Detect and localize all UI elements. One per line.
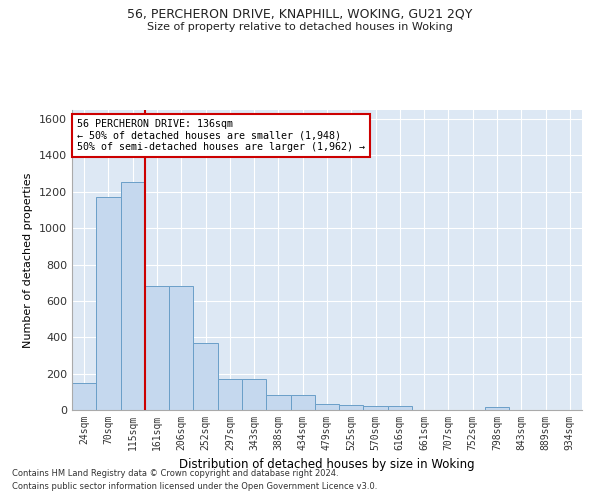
Bar <box>290 395 315 410</box>
Bar <box>169 286 193 410</box>
X-axis label: Distribution of detached houses by size in Woking: Distribution of detached houses by size … <box>179 458 475 471</box>
Bar <box>121 182 145 410</box>
Bar <box>96 198 121 410</box>
Bar <box>388 406 412 410</box>
Bar <box>266 395 290 410</box>
Bar <box>364 406 388 410</box>
Text: Contains HM Land Registry data © Crown copyright and database right 2024.: Contains HM Land Registry data © Crown c… <box>12 468 338 477</box>
Bar <box>485 408 509 410</box>
Bar <box>339 404 364 410</box>
Text: Contains public sector information licensed under the Open Government Licence v3: Contains public sector information licen… <box>12 482 377 491</box>
Bar <box>72 384 96 410</box>
Y-axis label: Number of detached properties: Number of detached properties <box>23 172 34 348</box>
Bar <box>315 404 339 410</box>
Bar <box>193 342 218 410</box>
Bar <box>218 379 242 410</box>
Text: 56, PERCHERON DRIVE, KNAPHILL, WOKING, GU21 2QY: 56, PERCHERON DRIVE, KNAPHILL, WOKING, G… <box>127 8 473 20</box>
Bar <box>242 379 266 410</box>
Text: Size of property relative to detached houses in Woking: Size of property relative to detached ho… <box>147 22 453 32</box>
Text: 56 PERCHERON DRIVE: 136sqm
← 50% of detached houses are smaller (1,948)
50% of s: 56 PERCHERON DRIVE: 136sqm ← 50% of deta… <box>77 119 365 152</box>
Bar <box>145 286 169 410</box>
